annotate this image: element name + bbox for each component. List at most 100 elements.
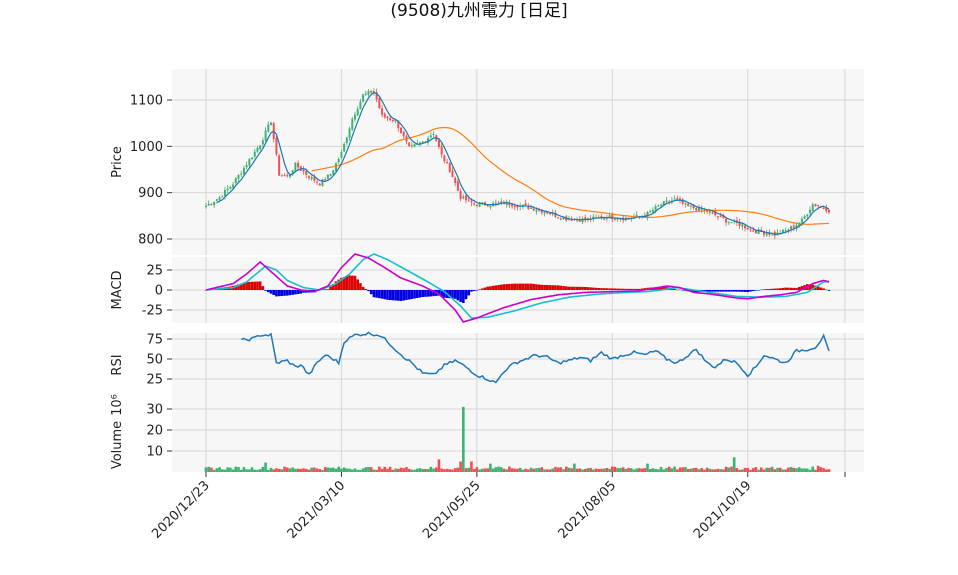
candle-body (540, 209, 543, 213)
candle-body (335, 163, 338, 172)
candle-body (245, 165, 248, 168)
volume-bar (684, 466, 687, 472)
macd-histogram-bar (242, 282, 246, 290)
macd-histogram-bar (600, 288, 603, 290)
macd-histogram-bar (735, 290, 739, 292)
candle-body (462, 196, 465, 199)
volume-bar (250, 467, 254, 472)
candle-body (251, 157, 254, 159)
macd-histogram-bar (451, 290, 454, 299)
volume-bar (415, 468, 419, 472)
candle-body (207, 203, 210, 206)
volume-bar (502, 468, 506, 472)
volume-bar (315, 468, 319, 472)
macd-histogram-bar (256, 281, 259, 290)
candle-body (237, 174, 240, 179)
candle-body (443, 155, 446, 162)
macd-histogram-bar (705, 290, 709, 292)
volume-bar (229, 467, 232, 472)
candle-body (294, 162, 297, 172)
volume-bar (621, 467, 625, 472)
candle-body (765, 233, 768, 236)
volume-bar (307, 469, 311, 472)
candle-body (381, 108, 384, 115)
volume-bar (261, 466, 265, 472)
macd-histogram-bar (399, 290, 403, 301)
candle-body (784, 230, 787, 232)
macd-histogram-bar (462, 290, 465, 303)
macd-histogram-bar (272, 290, 276, 295)
macd-histogram-bar (781, 287, 785, 290)
candle-body (803, 216, 806, 219)
macd-histogram-bar (499, 284, 503, 290)
volume-bar (356, 469, 359, 472)
macd-histogram-bar (811, 284, 815, 290)
volume-bar (326, 467, 330, 472)
volume-bar (594, 468, 598, 472)
volume-bar (510, 468, 514, 472)
macd-histogram-bar (261, 286, 265, 290)
volume-bar (529, 467, 533, 472)
volume-bar (754, 467, 758, 472)
candle-body (660, 204, 663, 206)
volume-bar (808, 469, 812, 472)
macd-histogram-bar (418, 290, 422, 298)
candle-body (305, 170, 308, 175)
volume-bar (792, 467, 796, 472)
macd-histogram-bar (521, 283, 525, 290)
macd-histogram-bar (741, 290, 744, 292)
volume-bar (464, 468, 468, 472)
macd-histogram-bar (797, 287, 801, 290)
candle-body (226, 188, 229, 191)
volume-bar (329, 467, 332, 472)
volume-bar (321, 469, 324, 472)
volume-bar (480, 468, 484, 472)
volume-bar (727, 467, 731, 472)
volume-bar (700, 468, 703, 472)
candle-body (408, 142, 411, 147)
macd-histogram-bar (397, 290, 400, 301)
candle-body (614, 219, 617, 221)
candle-body (543, 211, 546, 214)
candle-body (828, 209, 830, 213)
candle-body (394, 119, 397, 122)
volume-bar (486, 468, 490, 472)
volume-bar (288, 468, 292, 472)
macd-histogram-bar (413, 290, 416, 299)
candle-body (297, 162, 300, 168)
candle-body (679, 198, 682, 201)
macd-histogram-bar (770, 288, 774, 290)
volume-bar (789, 467, 793, 472)
volume-bar (310, 467, 313, 472)
volume-bar (234, 466, 238, 472)
macd-histogram-bar (608, 288, 611, 290)
volume-bar (665, 467, 668, 472)
macd-histogram-bar (380, 290, 384, 299)
candle-body (513, 206, 516, 208)
macd-histogram-bar (332, 283, 335, 290)
candle-body (278, 155, 281, 176)
macd-histogram-bar (342, 277, 346, 290)
volume-bar (394, 468, 397, 472)
macd-histogram-bar (470, 290, 473, 292)
macd-histogram-bar (635, 288, 638, 290)
volume-bar (632, 469, 636, 472)
macd-histogram-bar (795, 288, 798, 290)
volume-bar (640, 468, 644, 472)
candle-body (773, 231, 776, 236)
candle-body (744, 225, 747, 229)
volume-bar (345, 468, 349, 472)
volume-bar (364, 467, 368, 472)
macd-histogram-bar (253, 281, 257, 290)
candle-body (554, 212, 557, 217)
macd-histogram-bar (386, 290, 389, 300)
macd-histogram-bar (516, 283, 519, 290)
macd-histogram-bar (326, 289, 330, 290)
candle-body (603, 217, 606, 220)
candle-body (697, 207, 700, 211)
macd-histogram-bar (570, 286, 573, 290)
macd-histogram-bar (280, 290, 284, 296)
candle-body (825, 207, 828, 212)
macd-histogram-bar (575, 286, 579, 290)
